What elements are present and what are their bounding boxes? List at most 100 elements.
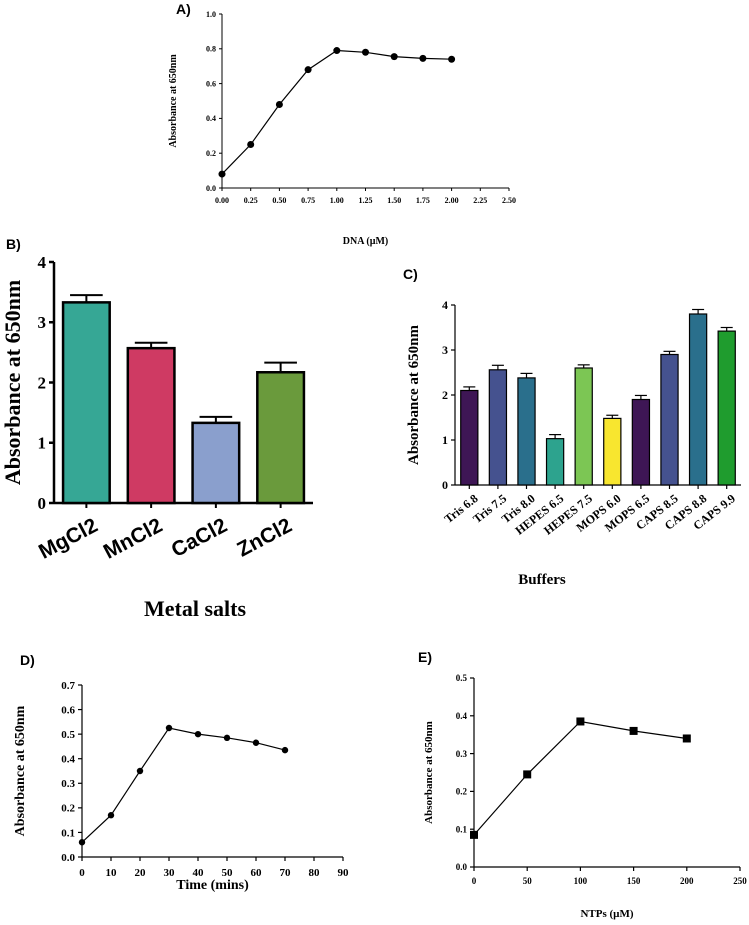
y-tick-label: 0.4 xyxy=(206,114,216,123)
x-tick-label: 50 xyxy=(523,876,533,886)
bar xyxy=(574,367,593,486)
x-tick-label: MgCl2 xyxy=(35,514,101,564)
data-point xyxy=(136,767,144,775)
data-point xyxy=(448,55,456,63)
data-point xyxy=(629,726,638,735)
data-point xyxy=(252,739,260,746)
bar xyxy=(61,301,111,505)
y-tick-label: 0.1 xyxy=(456,824,468,834)
x-tick-label: 250 xyxy=(733,876,747,886)
x-tick-label: 0.50 xyxy=(272,196,286,205)
y-tick-label: 0.5 xyxy=(61,729,75,741)
y-tick-label: 1 xyxy=(442,433,448,447)
y-tick-label: 0.1 xyxy=(61,827,75,839)
data-point xyxy=(523,770,532,779)
y-axis-label: Absorbance at 650nm xyxy=(0,280,25,485)
data-point xyxy=(576,717,585,726)
x-tick-label: 2.25 xyxy=(473,196,487,205)
y-axis-label: Absorbance at 650nm xyxy=(406,325,422,466)
bar xyxy=(717,330,736,486)
bar xyxy=(688,313,708,486)
y-tick-label: 0.2 xyxy=(61,803,75,815)
y-tick-label: 3 xyxy=(442,343,448,357)
y-tick-label: 0.3 xyxy=(456,749,468,759)
y-tick-label: 1.0 xyxy=(206,10,216,19)
x-tick-label: 0 xyxy=(472,876,477,886)
y-tick-label: 0.4 xyxy=(61,754,75,766)
x-tick-label: 0.25 xyxy=(244,196,258,205)
y-tick-label: 0.7 xyxy=(61,680,75,692)
panel-label: A) xyxy=(176,1,191,17)
x-tick-label: 60 xyxy=(251,867,263,879)
y-tick-label: 0.3 xyxy=(61,778,75,790)
series-line xyxy=(81,727,286,843)
x-tick-label: 0.00 xyxy=(215,196,229,205)
x-tick-label: 2.00 xyxy=(445,196,459,205)
y-tick-label: 0.8 xyxy=(206,45,216,54)
panel-label: B) xyxy=(6,236,21,252)
y-tick-label: 3 xyxy=(38,313,47,332)
y-tick-label: 0.5 xyxy=(456,673,468,683)
data-point xyxy=(275,100,283,108)
y-tick-label: 2 xyxy=(38,373,47,392)
y-tick-label: 0.0 xyxy=(206,184,216,193)
bar xyxy=(660,353,679,486)
y-tick-label: 0.6 xyxy=(206,79,216,88)
x-tick-label: 1.75 xyxy=(416,196,430,205)
x-tick-label: 1.00 xyxy=(330,196,344,205)
y-tick-label: 0.0 xyxy=(456,862,468,872)
x-tick-label: 0 xyxy=(79,867,85,879)
panel-label: C) xyxy=(403,266,418,282)
data-point xyxy=(333,47,341,55)
data-point xyxy=(78,839,86,846)
x-tick-label: 2.50 xyxy=(502,196,516,205)
y-tick-label: 0.4 xyxy=(456,711,468,721)
x-tick-label: 90 xyxy=(338,867,350,879)
y-tick-label: 0.0 xyxy=(61,852,75,864)
series-line xyxy=(473,720,687,836)
data-point xyxy=(218,170,226,178)
x-tick-label: 80 xyxy=(309,867,321,879)
x-tick-label: 10 xyxy=(106,867,118,879)
data-point xyxy=(419,54,427,62)
bar xyxy=(631,398,651,486)
data-point xyxy=(165,724,173,732)
bar xyxy=(517,377,536,486)
panel-e: E) 0.0 0.1 0.2 0.3 0.4 0.5 Absorbance at 650nm 0… xyxy=(418,649,747,920)
bar xyxy=(126,346,176,505)
x-tick-label: 1.25 xyxy=(359,196,373,205)
y-tick-label: 2 xyxy=(442,388,448,402)
data-point xyxy=(682,734,691,743)
x-axis-label: NTPs (µM) xyxy=(580,908,633,920)
x-axis-label: Time (mins) xyxy=(176,878,249,893)
y-axis-label: Absorbance at 650nm xyxy=(168,54,179,148)
y-tick-label: 0 xyxy=(38,494,47,513)
x-tick-label: 50 xyxy=(222,867,234,879)
data-point xyxy=(470,830,478,839)
panel-label: D) xyxy=(20,652,35,668)
x-axis-label: DNA (µM) xyxy=(343,236,388,247)
x-tick-label: 200 xyxy=(680,876,694,886)
x-tick-label: 20 xyxy=(135,867,147,879)
data-point xyxy=(281,746,289,754)
bar xyxy=(488,369,508,486)
x-tick-label: 40 xyxy=(193,867,205,879)
x-tick-label: CaCl2 xyxy=(168,514,231,562)
x-tick-label: 150 xyxy=(627,876,641,886)
data-point xyxy=(390,53,398,61)
data-point xyxy=(362,48,369,56)
x-tick-label: 0.75 xyxy=(301,196,315,205)
data-point xyxy=(194,730,202,738)
panel-d: D) 0.0 0.1 0.2 0.3 0.4 0.5 0.6 0.7 Absorbance at … xyxy=(13,652,349,893)
data-point xyxy=(247,141,255,148)
y-tick-label: 4 xyxy=(38,253,47,272)
bar xyxy=(191,421,241,505)
series-line xyxy=(221,49,452,175)
y-tick-label: 0 xyxy=(442,478,448,492)
y-tick-label: 0.2 xyxy=(206,149,216,158)
panel-a: A) 0.0 0.2 0.4 0.6 0.8 1.0 Absorbance at 650nm 0… xyxy=(168,1,516,247)
x-axis-label: Buffers xyxy=(518,572,566,588)
